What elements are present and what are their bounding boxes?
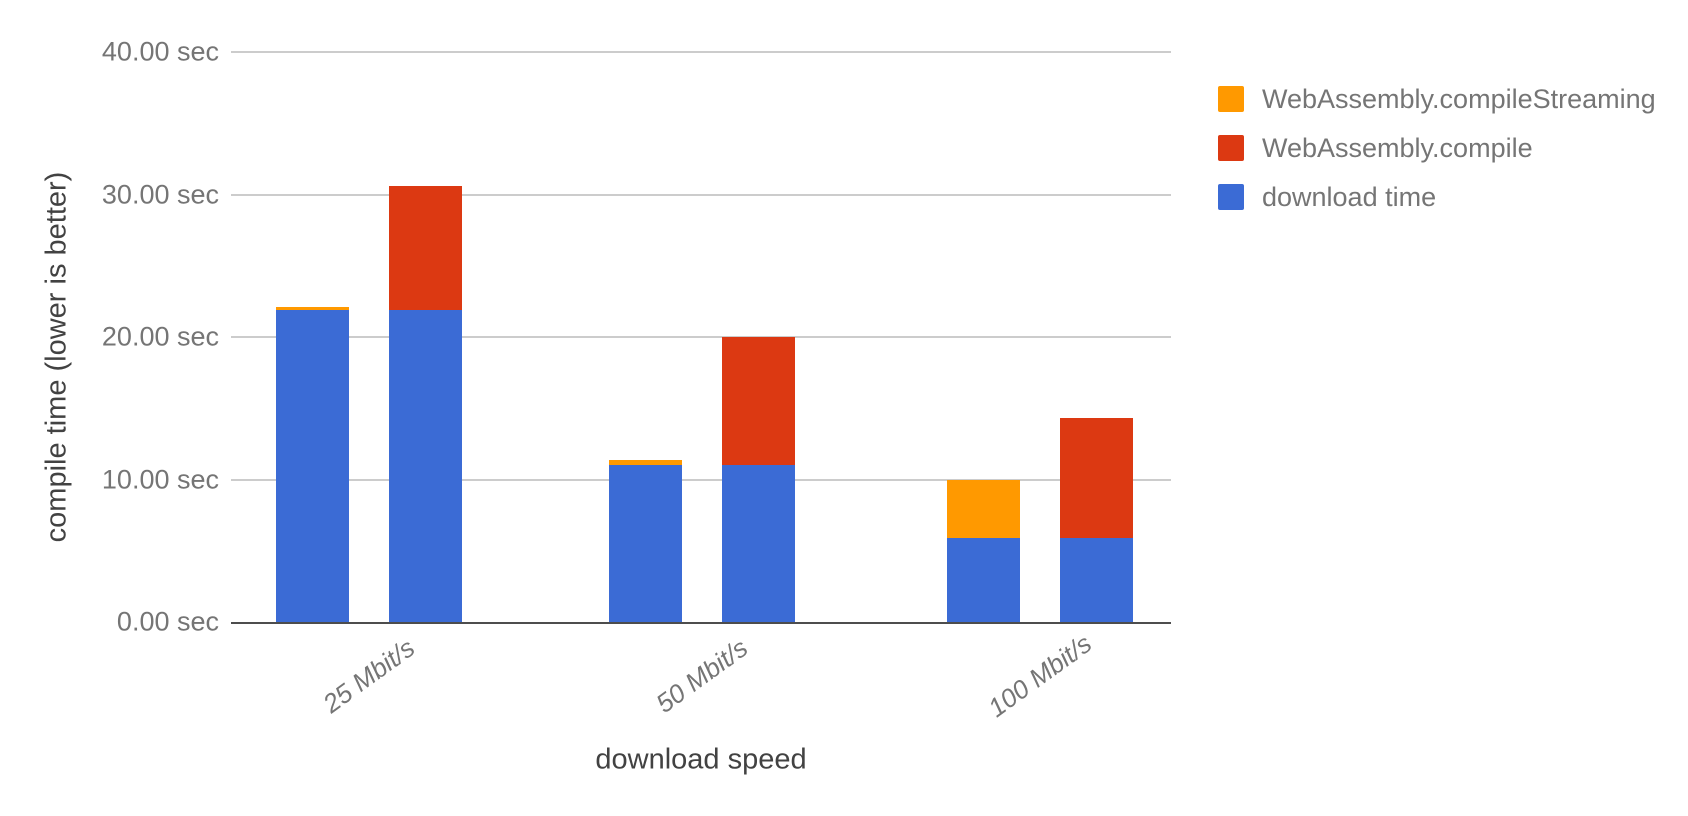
legend-swatch-icon [1218, 135, 1244, 161]
x-category-label: 50 Mbit/s [649, 632, 753, 719]
bar-segment-download-time [388, 309, 462, 622]
bar-segment-download-time [1059, 537, 1133, 622]
gridline [231, 478, 1171, 481]
compileStreaming-bar [275, 307, 349, 622]
legend: WebAssembly.compileStreaming WebAssembly.… [1218, 83, 1656, 233]
bar-segment-webassembly-compilestreaming [608, 459, 682, 466]
x-category-label: 25 Mbit/s [316, 632, 420, 719]
legend-label: download time [1262, 181, 1437, 212]
legend-label: WebAssembly.compile [1262, 132, 1533, 163]
compile-bar [721, 337, 795, 622]
y-tick-label: 30.00 sec [101, 179, 219, 209]
y-tick-label: 0.00 sec [116, 606, 219, 637]
bar-segment-webassembly-compile [388, 185, 462, 310]
bar-segment-download-time [275, 309, 349, 622]
bar-segment-download-time [946, 537, 1020, 622]
bar-segment-webassembly-compilestreaming [946, 479, 1020, 538]
gridline [231, 336, 1171, 338]
legend-item: WebAssembly.compile [1218, 132, 1656, 163]
compileStreaming-bar [608, 459, 682, 622]
bar-segment-webassembly-compile [1059, 418, 1133, 538]
legend-swatch-icon [1218, 86, 1244, 112]
compile-bar [388, 185, 462, 622]
x-category-label: 100 Mbit/s [981, 628, 1097, 723]
bar-segment-download-time [721, 465, 795, 622]
compileStreaming-bar [946, 479, 1020, 622]
x-axis-title: download speed [595, 743, 807, 776]
bar-segment-webassembly-compilestreaming [275, 307, 349, 310]
y-tick-label: 10.00 sec [101, 464, 219, 494]
gridline [231, 51, 1171, 53]
y-tick-label: 20.00 sec [101, 321, 219, 352]
legend-label: WebAssembly.compileStreaming [1262, 83, 1656, 114]
compile-bar [1059, 418, 1133, 622]
x-axis-line [231, 622, 1171, 624]
y-tick-label: 40.00 sec [101, 36, 219, 67]
legend-item: download time [1218, 181, 1656, 212]
bar-segment-download-time [608, 465, 682, 622]
plot-area [231, 51, 1171, 624]
gridline [231, 193, 1171, 196]
legend-item: WebAssembly.compileStreaming [1218, 83, 1656, 114]
legend-swatch-icon [1218, 184, 1244, 210]
bar-segment-webassembly-compile [721, 337, 795, 466]
